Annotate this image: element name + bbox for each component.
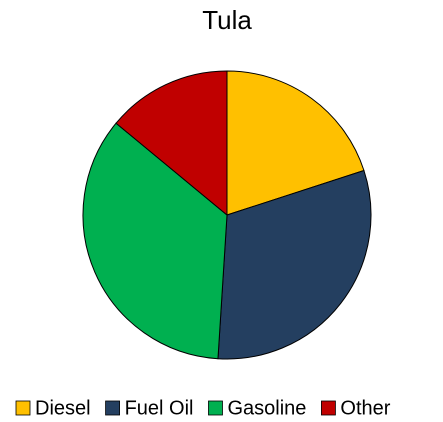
pie-slice	[217, 169, 372, 360]
legend-label: Other	[340, 397, 390, 419]
legend-swatch	[321, 400, 336, 416]
pie-slice	[82, 122, 228, 360]
legend-label: Diesel	[35, 397, 91, 419]
pie-slice	[226, 70, 365, 216]
legend-swatch	[105, 400, 120, 416]
legend-swatch	[15, 400, 31, 416]
legend-label: Fuel Oil	[125, 397, 194, 419]
legend-swatch	[208, 400, 223, 416]
chart-title: Tula	[202, 5, 252, 35]
pie-slice	[115, 70, 228, 217]
legend-label: Gasoline	[227, 397, 306, 419]
